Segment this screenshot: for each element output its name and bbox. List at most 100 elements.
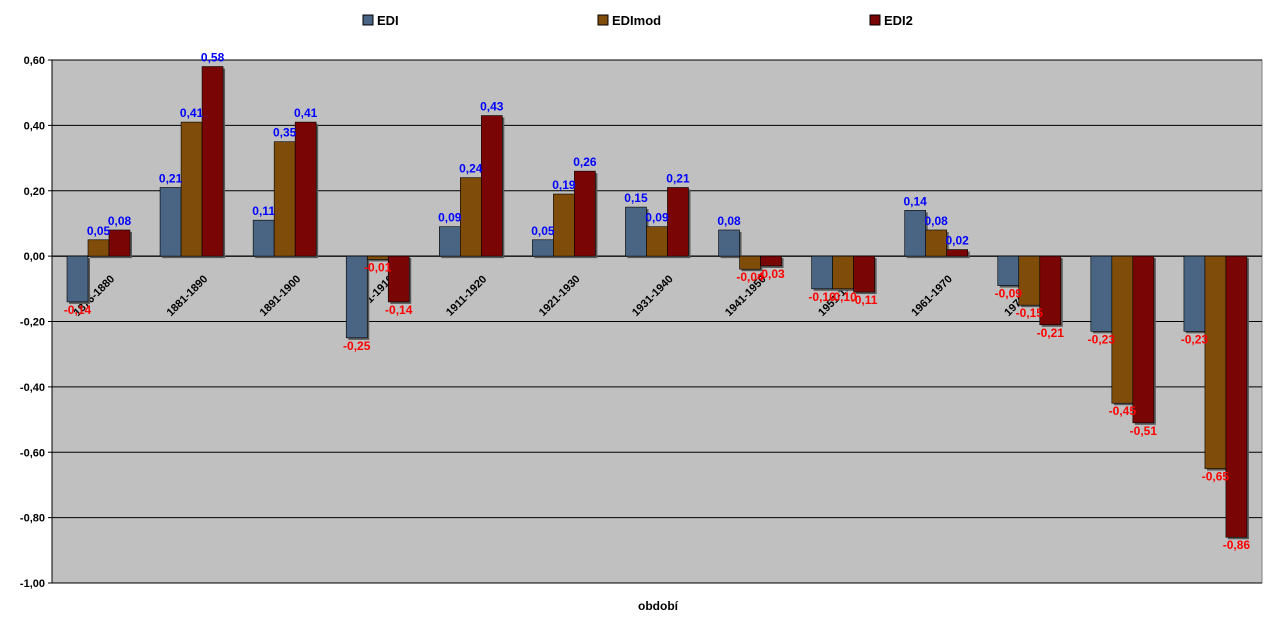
legend-item-edi2: EDI2 bbox=[869, 13, 913, 28]
bar-edi2-1941-1950 bbox=[760, 255, 782, 267]
legend-item-edimod: EDImod bbox=[597, 13, 661, 28]
bar-edi-1991-2000 bbox=[1183, 255, 1206, 332]
legend: EDI EDImod EDI2 bbox=[362, 13, 913, 28]
data-label: -0,14 bbox=[64, 303, 92, 317]
data-label: 0,14 bbox=[904, 194, 928, 208]
bar-edimod-1991-2000 bbox=[1204, 255, 1227, 469]
data-label: 0,58 bbox=[201, 51, 225, 65]
data-label: -0,45 bbox=[1109, 404, 1137, 418]
data-label: -0,10 bbox=[808, 290, 836, 304]
data-label: 0,35 bbox=[273, 126, 297, 140]
data-label: 0,08 bbox=[717, 214, 741, 228]
data-label: 0,41 bbox=[180, 106, 204, 120]
y-tick-label: -0,20 bbox=[20, 317, 45, 329]
y-tick-label: 0,40 bbox=[24, 120, 45, 132]
data-label: -0,23 bbox=[1181, 332, 1209, 346]
data-label: 0,08 bbox=[925, 214, 949, 228]
data-label: -0,21 bbox=[1037, 326, 1065, 340]
data-label: 0,43 bbox=[480, 100, 504, 114]
data-label: -0,86 bbox=[1223, 538, 1251, 552]
data-label: 0,21 bbox=[666, 171, 690, 185]
data-label: 0,21 bbox=[159, 171, 183, 185]
bar-edi-1891-1900 bbox=[252, 219, 275, 257]
data-label: -0,25 bbox=[343, 339, 371, 353]
y-tick-label: 0,00 bbox=[24, 251, 45, 263]
bar-edi-1901-1910 bbox=[345, 255, 368, 339]
bar-edimod-1981-1990 bbox=[1111, 255, 1134, 404]
data-label: 0,41 bbox=[294, 106, 318, 120]
data-label: -0,10 bbox=[829, 290, 857, 304]
bar-edi-1981-1990 bbox=[1090, 255, 1113, 332]
bar-edimod-1881-1890 bbox=[180, 121, 203, 257]
data-label: 0,08 bbox=[108, 214, 132, 228]
data-label: -0,11 bbox=[851, 293, 878, 307]
y-tick-label: 0,20 bbox=[24, 186, 45, 198]
bar-edi-1951-1960 bbox=[811, 255, 833, 290]
bar-edimod-1931-1940 bbox=[646, 226, 668, 257]
bar-edi2-1951-1960 bbox=[853, 255, 875, 293]
data-label: -0,51 bbox=[1130, 424, 1158, 438]
data-label: 0,24 bbox=[459, 162, 483, 176]
bar-edi-1931-1940 bbox=[625, 206, 647, 257]
bar-edimod-1891-1900 bbox=[273, 141, 296, 257]
plot-area bbox=[51, 59, 1263, 584]
bar-edi-1911-1920 bbox=[439, 226, 461, 257]
data-label: 0,15 bbox=[624, 191, 648, 205]
bar-edi2-1911-1920 bbox=[481, 115, 503, 257]
bar-edi2-1931-1940 bbox=[667, 187, 689, 257]
data-label: -0,03 bbox=[757, 267, 785, 281]
y-tick-label: -0,40 bbox=[20, 382, 45, 394]
y-axis: -1,00 -0,80 -0,60 -0,40 -0,20 0,00 0,20 0,40 0,6… bbox=[20, 55, 53, 590]
bar-edi-1881-1890 bbox=[159, 187, 182, 257]
data-label: -0,04 bbox=[736, 270, 764, 284]
data-label: 0,11 bbox=[252, 204, 275, 218]
data-label: 0,09 bbox=[645, 211, 669, 225]
bars bbox=[66, 66, 1249, 540]
bar-edimod-1911-1920 bbox=[460, 177, 482, 257]
data-label: 0,19 bbox=[552, 178, 576, 192]
data-label: -0,09 bbox=[995, 287, 1023, 301]
y-tick-label: -1,00 bbox=[20, 578, 45, 590]
legend-label: EDI bbox=[377, 13, 399, 28]
bar-edi2-1981-1990 bbox=[1132, 255, 1155, 424]
data-label: 0,05 bbox=[87, 224, 111, 238]
data-label: 0,02 bbox=[946, 234, 970, 248]
bar-edimod-1876-1880 bbox=[87, 239, 110, 257]
bar-edi-1941-1950 bbox=[718, 229, 740, 257]
legend-swatch bbox=[597, 14, 609, 26]
data-label: -0,15 bbox=[1016, 306, 1044, 320]
bar-edi-1961-1970 bbox=[904, 210, 926, 257]
y-tick-label: 0,60 bbox=[24, 55, 45, 67]
bar-edi2-1901-1910 bbox=[387, 255, 410, 303]
bar-edimod-1901-1910 bbox=[366, 255, 389, 260]
data-label: -0,14 bbox=[385, 303, 413, 317]
bar-shadow bbox=[369, 258, 391, 262]
data-labels: -0,140,050,080,210,410,580,110,350,41-0,… bbox=[64, 51, 1251, 553]
y-tick-label: -0,60 bbox=[20, 447, 45, 459]
data-label: -0,65 bbox=[1202, 470, 1230, 484]
bar-edi2-1881-1890 bbox=[201, 66, 224, 257]
data-label: 0,05 bbox=[531, 224, 555, 238]
legend-swatch bbox=[869, 14, 881, 26]
legend-swatch bbox=[362, 14, 374, 26]
data-label: -0,23 bbox=[1088, 332, 1116, 346]
legend-item-edi: EDI bbox=[362, 13, 399, 28]
bar-edi-1921-1930 bbox=[532, 239, 554, 257]
bar-edimod-1961-1970 bbox=[925, 229, 947, 257]
bar-edi2-1876-1880 bbox=[108, 229, 131, 257]
bar-edi2-1961-1970 bbox=[946, 249, 968, 257]
data-label: -0,01 bbox=[364, 260, 392, 274]
legend-label: EDI2 bbox=[884, 13, 913, 28]
bar-edi-1971-1980 bbox=[997, 255, 1020, 286]
bar-edi2-1921-1930 bbox=[574, 170, 596, 257]
x-axis-label: období bbox=[638, 599, 679, 613]
bar-edi-1876-1880 bbox=[66, 255, 89, 303]
bar-edimod-1951-1960 bbox=[832, 255, 854, 290]
bar-edi2-1991-2000 bbox=[1225, 255, 1248, 538]
bar-edi2-1891-1900 bbox=[294, 121, 317, 257]
bar-edi2-1971-1980 bbox=[1039, 255, 1062, 326]
legend-label: EDImod bbox=[612, 13, 661, 28]
y-tick-label: -0,80 bbox=[20, 513, 45, 525]
